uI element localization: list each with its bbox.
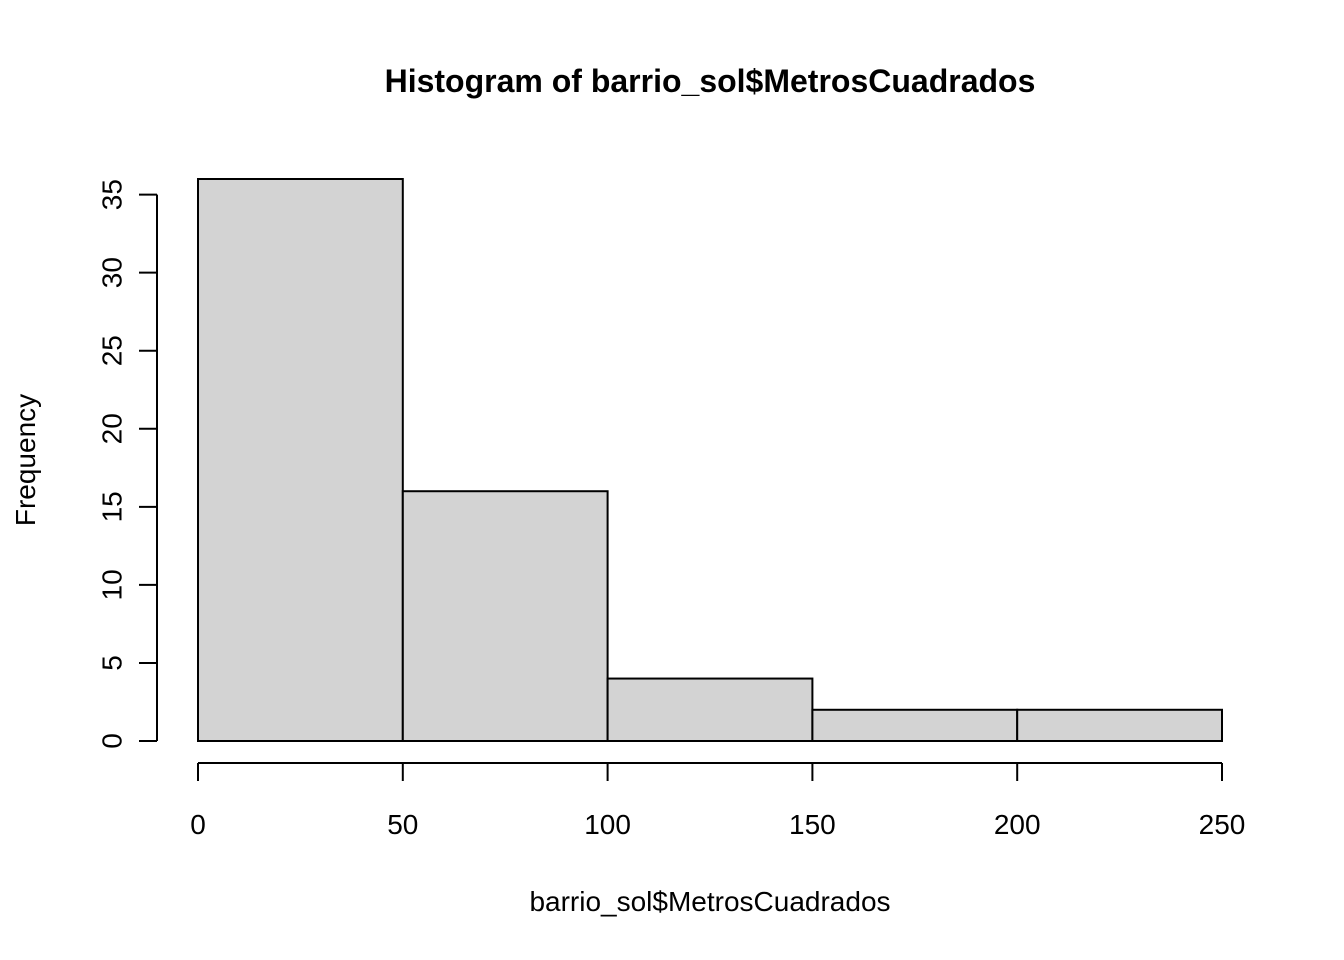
x-tick-label-0: 0 — [190, 809, 206, 840]
histogram-bar-1 — [401, 490, 609, 742]
y-tick-label-5: 25 — [97, 335, 128, 366]
y-tick-label-1: 5 — [97, 655, 128, 671]
x-tick-label-3: 150 — [789, 809, 836, 840]
x-tick-label-2: 100 — [584, 809, 631, 840]
y-tick-label-2: 10 — [97, 569, 128, 600]
x-tick-label-4: 200 — [994, 809, 1041, 840]
x-axis: 0 50 100 150 200 250 — [190, 762, 1246, 840]
x-axis-label: barrio_sol$MetrosCuadrados — [529, 886, 890, 917]
y-axis: 0 5 10 15 20 25 30 35 — [97, 179, 158, 749]
y-tick-label-7: 35 — [97, 179, 128, 210]
y-axis-label: Frequency — [10, 394, 41, 526]
bars-group — [197, 178, 1224, 742]
x-tick-label-1: 50 — [387, 809, 418, 840]
y-tick-label-4: 20 — [97, 413, 128, 444]
histogram-bar-4 — [1016, 708, 1224, 742]
chart-title: Histogram of barrio_sol$MetrosCuadrados — [385, 63, 1036, 99]
y-tick-label-6: 30 — [97, 257, 128, 288]
y-tick-label-3: 15 — [97, 491, 128, 522]
histogram-bar-3 — [811, 708, 1019, 742]
x-tick-label-5: 250 — [1199, 809, 1246, 840]
histogram-bar-0 — [197, 178, 404, 742]
y-tick-label-0: 0 — [97, 733, 128, 749]
histogram-bar-2 — [606, 677, 814, 742]
